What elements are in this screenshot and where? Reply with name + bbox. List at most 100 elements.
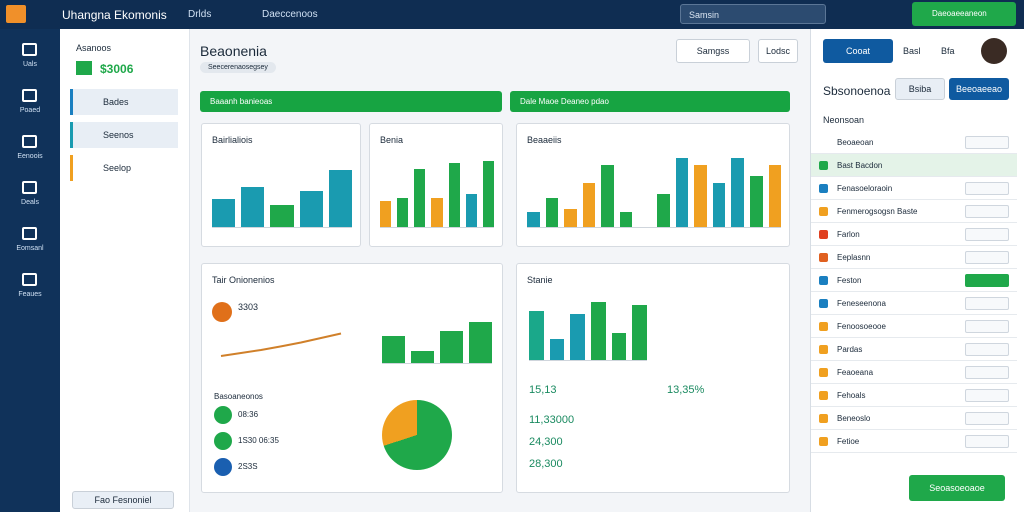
- bar: [749, 175, 763, 227]
- bar: [414, 168, 426, 227]
- list-row[interactable]: Fetioe: [811, 430, 1017, 453]
- toast[interactable]: Seoasoeoaoe: [909, 475, 1005, 501]
- nav-link[interactable]: Drlds: [188, 9, 212, 20]
- bar: [448, 162, 460, 227]
- list-row[interactable]: Feston: [811, 269, 1017, 292]
- search-text: Samsin: [689, 10, 720, 20]
- list-row[interactable]: Fehoals: [811, 384, 1017, 407]
- bar: [482, 161, 494, 227]
- stat: 2S3S: [238, 462, 258, 471]
- nav-label[interactable]: Eomsanl: [16, 245, 44, 252]
- main-title: Beaonenia: [200, 43, 267, 59]
- bar: [768, 164, 782, 227]
- row-icon: [819, 436, 828, 446]
- tab[interactable]: Bfa: [941, 46, 955, 56]
- button[interactable]: Lodsc: [758, 39, 798, 63]
- nav-icon: [22, 89, 37, 102]
- bar: [431, 197, 443, 227]
- panel-item[interactable]: Seelop: [70, 155, 178, 181]
- row-icon: [819, 252, 828, 262]
- row-label: Fenasoeloraoin: [837, 183, 893, 193]
- panel-item[interactable]: Seenos: [70, 122, 178, 148]
- row-action[interactable]: [965, 250, 1009, 264]
- row-action[interactable]: [965, 204, 1009, 218]
- nav-label[interactable]: Poaed: [19, 107, 41, 114]
- bar: [657, 194, 670, 227]
- row-icon: [819, 367, 828, 377]
- nav-label[interactable]: Feaues: [18, 291, 42, 298]
- figure: 28,300: [529, 458, 563, 470]
- bar: [632, 305, 648, 360]
- section-title: Neonsoan: [823, 115, 865, 125]
- row-action[interactable]: [965, 411, 1009, 425]
- stat-icon: [214, 458, 232, 476]
- bar: [299, 190, 323, 227]
- row-label: Fenmerogsogsn Baste: [837, 206, 918, 216]
- list-row[interactable]: Feneseenona: [811, 292, 1017, 315]
- figure: 11,33000: [529, 414, 575, 426]
- row-action[interactable]: [965, 434, 1009, 448]
- list-row[interactable]: Fenasoeloraoin: [811, 177, 1017, 200]
- row-action[interactable]: [965, 135, 1009, 149]
- list-row[interactable]: Farlon: [811, 223, 1017, 246]
- row-label: Fehoals: [837, 390, 866, 400]
- card: Benia: [369, 123, 503, 247]
- row-action[interactable]: [965, 273, 1009, 287]
- search[interactable]: Samsin: [680, 4, 826, 24]
- list-row[interactable]: Eeplasnn: [811, 246, 1017, 269]
- bar: [380, 201, 392, 227]
- row-action[interactable]: [965, 227, 1009, 241]
- line: [220, 332, 342, 357]
- nav-icon: [22, 227, 37, 240]
- tab[interactable]: Basl: [903, 46, 921, 56]
- panel-item[interactable]: Bades: [70, 89, 178, 115]
- tab[interactable]: Cooat: [823, 39, 893, 63]
- button[interactable]: Samgss: [676, 39, 750, 63]
- row-label: Feneseenona: [837, 298, 886, 308]
- donut: [382, 400, 452, 470]
- row-label: Beneoslo: [837, 413, 871, 423]
- stat-icon: [214, 406, 232, 424]
- bar: [440, 330, 463, 363]
- nav-icon: [22, 43, 37, 56]
- row-icon: [819, 137, 828, 147]
- list-row[interactable]: Fenoosoeooe: [811, 315, 1017, 338]
- card: Stanie 15,13 13,35% 11,33000 24,300 28,300: [516, 263, 790, 493]
- row-action[interactable]: [965, 342, 1009, 356]
- row-label: Pardas: [837, 344, 863, 354]
- bar: [411, 351, 434, 363]
- heading: Sbsonoenoa: [823, 84, 891, 98]
- card: Bairlialiois: [201, 123, 361, 247]
- row-icon: [819, 206, 828, 216]
- filter[interactable]: Beeoaeeao: [949, 78, 1009, 100]
- nav-label[interactable]: Uals: [22, 61, 37, 68]
- row-label: Fetioe: [837, 436, 860, 446]
- bar: [582, 183, 596, 227]
- filter[interactable]: Bsiba: [895, 78, 945, 100]
- list-row[interactable]: Pardas: [811, 338, 1017, 361]
- row-action[interactable]: [965, 365, 1009, 379]
- banner: Dale Maoe Deaneo pdao: [510, 91, 790, 112]
- figure: 24,300: [529, 436, 563, 448]
- row-label: Beoaeoan: [837, 137, 874, 147]
- card-title: Tair Onionenios: [212, 275, 275, 285]
- stat: 1S30 06:35: [238, 436, 279, 445]
- nav-link[interactable]: Daeccenoos: [262, 9, 318, 20]
- row-action[interactable]: [965, 181, 1009, 195]
- list-row[interactable]: Beoaeoan: [811, 131, 1017, 154]
- panel-footer[interactable]: Fao Fesnoniel: [72, 491, 174, 509]
- brand: Uhangna Ekomonis: [62, 8, 167, 22]
- nav-label[interactable]: Eenoois: [17, 153, 43, 160]
- user-chip[interactable]: Daeoaeeaneon: [912, 2, 1016, 26]
- row-action[interactable]: [965, 388, 1009, 402]
- list-row[interactable]: Beneoslo: [811, 407, 1017, 430]
- nav-label[interactable]: Deals: [21, 199, 39, 206]
- check: [76, 61, 92, 75]
- list-row[interactable]: Feaoeana: [811, 361, 1017, 384]
- bar: [545, 197, 559, 227]
- list-row[interactable]: Fenmerogsogsn Baste: [811, 200, 1017, 223]
- row-action[interactable]: [965, 296, 1009, 310]
- row-action[interactable]: [965, 319, 1009, 333]
- list-row[interactable]: Bast Bacdon: [811, 154, 1017, 177]
- row-list: Beoaeoan Bast Bacdon Fenasoeloraoin Fenmero…: [811, 131, 1017, 453]
